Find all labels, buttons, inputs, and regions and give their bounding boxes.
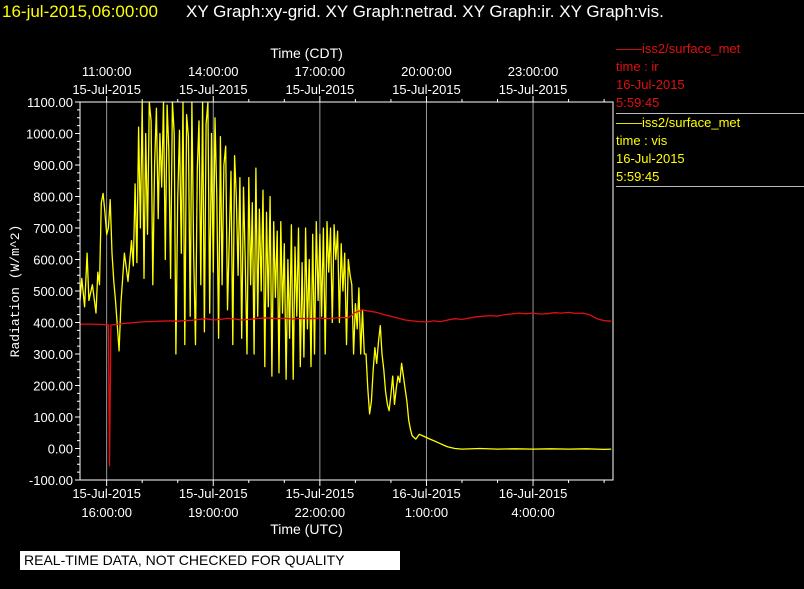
x-tick-label-time: 1:00:00	[405, 505, 448, 520]
legend-vis: ——iss2/surface_met time : vis 16-Jul-201…	[616, 114, 804, 187]
legend-vis-series: ——iss2/surface_met	[616, 115, 741, 130]
plot-lines	[79, 101, 612, 467]
y-tick-label: 600.00	[33, 253, 73, 268]
x-tick-label-date: 15-Jul-2015	[179, 486, 248, 501]
legend-divider	[616, 186, 804, 187]
x-axis-bottom: 15-Jul-2015 16:00:00 15-Jul-2015 19:00:00 15…	[72, 480, 605, 520]
y-tick-label: 0.00	[48, 442, 73, 457]
x-tick-label-time: 4:00:00	[511, 505, 554, 520]
y-tick-label: 900.00	[33, 158, 73, 173]
x-axis-label-top: Time (CDT)	[270, 45, 343, 61]
y-tick-label: 1000.00	[26, 127, 73, 142]
x-top-tick-label-time: 20:00:00	[401, 64, 452, 79]
y-tick-label: 1100.00	[27, 95, 73, 110]
x-top-tick-label-date: 15-Jul-2015	[392, 82, 461, 97]
y-tick-label: -100.00	[29, 473, 73, 488]
x-tick-label-date: 16-Jul-2015	[499, 486, 568, 501]
x-axis-label-bottom: Time (UTC)	[270, 521, 343, 537]
legend-ir-time: 5:59:45	[616, 95, 660, 110]
x-tick-label-date: 15-Jul-2015	[72, 486, 141, 501]
x-top-tick-label-date: 15-Jul-2015	[499, 82, 568, 97]
x-tick-label-time: 16:00:00	[81, 505, 132, 520]
x-tick-label-time: 22:00:00	[295, 505, 346, 520]
legend-ir-series: ——iss2/surface_met	[616, 41, 741, 56]
header-bar: 16-jul-2015,06:00:00 XY Graph:xy-grid. X…	[0, 0, 804, 26]
y-tick-label: 700.00	[33, 221, 73, 236]
x-tick-label-time: 19:00:00	[188, 505, 239, 520]
ir-series-line	[80, 309, 612, 467]
x-top-tick-label-time: 11:00:00	[82, 64, 132, 79]
x-top-tick-label-date: 15-Jul-2015	[72, 82, 141, 97]
y-tick-label: 800.00	[33, 190, 73, 205]
legend-vis-time: 5:59:45	[616, 169, 660, 184]
y-tick-label: 200.00	[33, 379, 73, 394]
y-tick-label: 300.00	[33, 347, 73, 362]
x-top-tick-label-time: 14:00:00	[188, 64, 239, 79]
y-tick-label: 500.00	[33, 284, 73, 299]
legend-ir: ——iss2/surface_met time : ir 16-Jul-2015…	[616, 40, 804, 114]
x-axis-top: 11:00:00 15-Jul-2015 14:00:00 15-Jul-2015 17…	[72, 64, 605, 102]
x-tick-label-date: 16-Jul-2015	[392, 486, 461, 501]
x-top-tick-label-time: 23:00:00	[508, 64, 559, 79]
x-tick-label-date: 15-Jul-2015	[286, 486, 355, 501]
legend-ir-var: time : ir	[616, 59, 659, 74]
graph-titles: XY Graph:xy-grid. XY Graph:netrad. XY Gr…	[186, 2, 664, 21]
timestamp: 16-jul-2015,06:00:00	[2, 2, 158, 21]
legend-ir-date: 16-Jul-2015	[616, 77, 685, 92]
legend-divider	[616, 113, 804, 114]
vis-series-line	[79, 101, 612, 451]
legend-vis-var: time : vis	[616, 133, 668, 148]
x-top-tick-label-date: 15-Jul-2015	[179, 82, 248, 97]
x-top-tick-label-time: 17:00:00	[295, 64, 346, 79]
radiation-chart: -100.00 0.00 100.00 200.00 300.00 400.00 500.0…	[8, 45, 614, 537]
y-tick-label: 400.00	[33, 316, 73, 331]
y-axis: -100.00 0.00 100.00 200.00 300.00 400.00 500.0…	[26, 95, 80, 488]
legend-vis-date: 16-Jul-2015	[616, 151, 685, 166]
chart-grid	[106, 102, 534, 480]
quality-disclaimer: REAL-TIME DATA, NOT CHECKED FOR QUALITY	[20, 551, 400, 570]
y-tick-label: 100.00	[33, 410, 73, 425]
y-axis-label: Radiation (W/m^2)	[8, 225, 23, 358]
x-top-tick-label-date: 15-Jul-2015	[286, 82, 355, 97]
